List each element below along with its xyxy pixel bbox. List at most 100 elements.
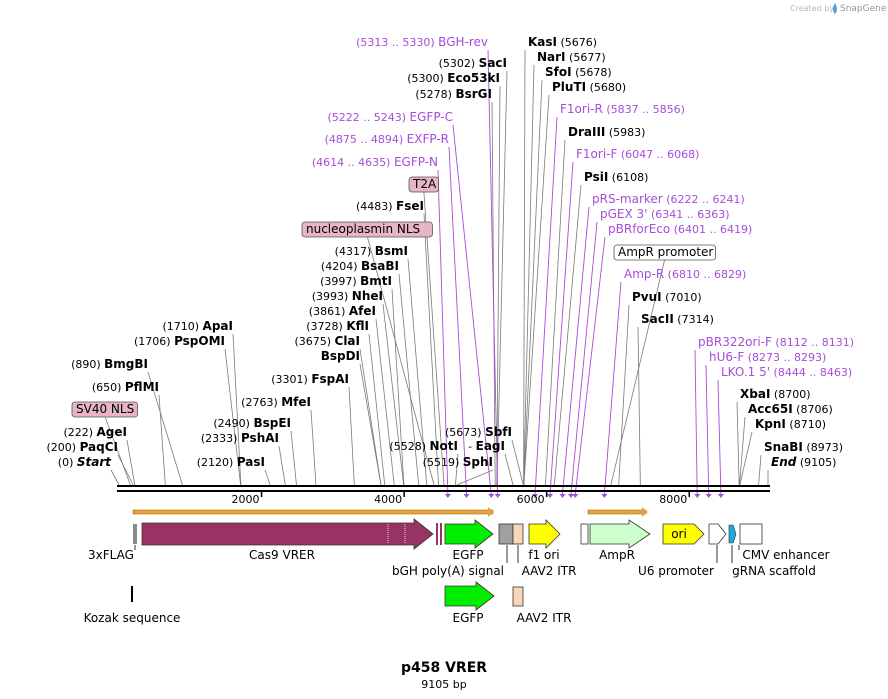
feature-nls-1 xyxy=(436,523,438,545)
site-leader-nari xyxy=(523,64,535,486)
site-leader-fsei xyxy=(423,213,439,486)
site-leader-agei xyxy=(126,439,136,486)
site-label-pvui: PvuI (7010) xyxy=(632,290,702,304)
primer-marker-pbr322ori-f xyxy=(694,494,701,498)
site-leader-bmti xyxy=(391,288,405,486)
site-leader-apai xyxy=(232,333,242,486)
site-leader-bspei xyxy=(290,430,297,486)
site-label-nhei: (3993) NheI xyxy=(312,289,383,303)
site-leader-pvui xyxy=(618,304,630,486)
primer-leader-egfp-c xyxy=(452,124,492,495)
box-leader-ampr-promoter xyxy=(610,258,666,486)
site-label-afei: (3861) AfeI xyxy=(309,304,376,318)
feature-kozak xyxy=(131,586,133,602)
site-leader-bsabi xyxy=(398,273,420,486)
site-leader-start xyxy=(110,469,120,486)
feature-f1-ori xyxy=(528,519,561,549)
feature-label-u6: U6 promoter xyxy=(638,564,714,578)
feature-bgh-polya xyxy=(498,523,514,545)
site-label-pshai: (2333) PshAI xyxy=(201,431,279,445)
feature-labels: 3xFLAG Cas9 VRER EGFP bGH poly(A) signal… xyxy=(88,527,830,578)
box-leader-sv40-nls xyxy=(104,415,131,486)
feature-label-grna: gRNA scaffold xyxy=(732,564,816,578)
primer-leader-pbrforeco xyxy=(574,236,606,495)
axis-tick-label-8000: 8000 xyxy=(659,493,687,506)
feature-label-kozak: Kozak sequence xyxy=(84,611,181,625)
site-leader-sfoi xyxy=(523,79,543,486)
site-leader-sacii xyxy=(637,326,641,486)
site-label-pluti: PluTI (5680) xyxy=(552,80,626,94)
feature-label-bgh: bGH poly(A) signal xyxy=(392,564,504,578)
primer-label-f1ori-r: F1ori-R (5837 .. 5856) xyxy=(560,102,685,116)
site-labels: (0) Start(200) PaqCI(222) AgeI (650) PflM… xyxy=(46,35,854,469)
primer-leader-hu6-f xyxy=(705,364,710,495)
site-label-start: (0) Start xyxy=(58,455,112,469)
site-label-eco53ki: (5300) Eco53kI xyxy=(407,71,500,85)
primer-leader-exfp-r xyxy=(448,146,467,495)
feature-3xflag xyxy=(133,524,137,544)
box-sv40-nls xyxy=(71,401,138,418)
primer-label-pgex-3: pGEX 3' (6341 .. 6363) xyxy=(600,207,730,221)
site-label-clai: (3675) ClaI xyxy=(294,334,360,348)
feature-label-ori: ori xyxy=(671,527,687,541)
site-leader-kfli xyxy=(368,333,386,486)
primer-label-pbr322ori-f: pBR322ori-F (8112 .. 8131) xyxy=(698,335,854,349)
feature-label-egfp-2: EGFP xyxy=(452,611,483,625)
feature-grna-scaffold xyxy=(728,524,737,544)
site-label-sphi: (5519) SphI xyxy=(423,455,493,469)
site-leader-draiii xyxy=(545,139,566,486)
feature-cmv-enhancer xyxy=(739,523,763,545)
site-label-sacii: SacII (7314) xyxy=(641,312,714,326)
feature-label-aav2-itr: AAV2 ITR xyxy=(522,564,577,578)
primer-label-lko-1-5: LKO.1 5' (8444 .. 8463) xyxy=(721,365,852,379)
box-label-t2a: T2A xyxy=(412,177,437,191)
site-label-pspomi: (1706) PspOMI xyxy=(134,334,225,348)
snapgene-brand-text: SnapGene xyxy=(840,4,887,14)
primer-marker-pbrforeco xyxy=(572,494,579,498)
site-label-bspdi: BspDI xyxy=(321,349,360,363)
site-leader-pspomi xyxy=(224,348,242,486)
primer-leader-f1ori-r xyxy=(534,116,558,495)
site-label-acc65i: Acc65I (8706) xyxy=(748,402,833,416)
primer-leader-amp-r xyxy=(603,281,622,495)
primer-marker-prs-marker xyxy=(559,494,566,498)
site-leader-nhei xyxy=(382,303,405,486)
axis-tick-label-4000: 4000 xyxy=(374,493,402,506)
site-leader-pasi xyxy=(264,469,271,486)
box-t2a xyxy=(408,176,440,193)
site-label-end: End (9105) xyxy=(771,455,836,469)
primer-leader-bgh-rev xyxy=(487,49,499,495)
primer-label-prs-marker: pRS-marker (6222 .. 6241) xyxy=(592,192,745,206)
site-label-paqci: (200) PaqCI xyxy=(46,440,118,454)
feature-aav2-itr xyxy=(512,523,524,545)
primer-leader-prs-marker xyxy=(562,206,590,495)
box-nucleoplasmin-nls xyxy=(301,221,433,238)
site-leader-saci xyxy=(496,70,508,486)
primer-label-egfp-c: (5222 .. 5243) EGFP-C xyxy=(327,110,453,124)
box-label-nucleoplasmin-nls: nucleoplasmin NLS xyxy=(306,222,420,236)
site-leader-paqci xyxy=(117,454,134,486)
site-leader-acc65i xyxy=(739,416,746,486)
primer-label-pbrforeco: pBRforEco (6401 .. 6419) xyxy=(608,222,752,236)
primer-marker-lko-1-5 xyxy=(717,494,724,498)
site-label-pflmi: (650) PflMI xyxy=(92,380,159,394)
feature-label-3xflag: 3xFLAG xyxy=(88,548,134,562)
site-label-apai: (1710) ApaI xyxy=(162,319,233,333)
feature-ampr xyxy=(589,519,651,549)
site-label-bspei: (2490) BspEI xyxy=(213,416,291,430)
site-label-bmgbi: (890) BmgBI xyxy=(71,357,148,371)
feature-track-2: Kozak sequence EGFP AAV2 ITR xyxy=(84,581,572,625)
site-label-fsei: (4483) FseI xyxy=(356,199,424,213)
site-leader-psii xyxy=(553,184,582,486)
primer-marker-pgex-3 xyxy=(567,494,574,498)
site-label-kfli: (3728) KflI xyxy=(306,319,369,333)
primer-marker-egfp-c xyxy=(488,494,495,498)
orange-bars xyxy=(132,507,648,517)
primer-marker-hu6-f xyxy=(705,494,712,498)
site-label-agei: (222) AgeI xyxy=(63,425,127,439)
orange-bar-2-arrow xyxy=(642,507,648,517)
feature-label-aav2-itr-2: AAV2 ITR xyxy=(517,611,572,625)
site-label-kpni: KpnI (8710) xyxy=(755,417,826,431)
primer-leader-lko-1-5 xyxy=(717,379,722,495)
site-label-eagi: - EagI xyxy=(468,439,505,453)
